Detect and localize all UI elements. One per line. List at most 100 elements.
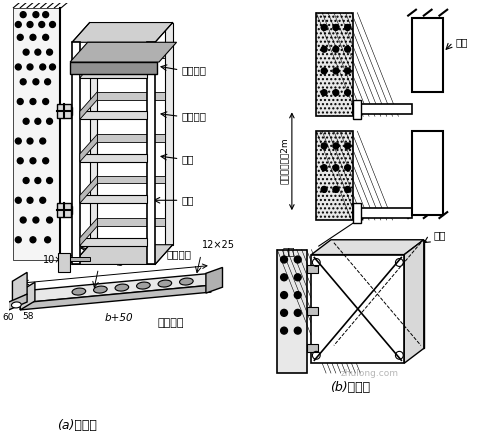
Circle shape: [321, 46, 327, 52]
Bar: [70, 62, 157, 74]
Circle shape: [43, 158, 49, 164]
Text: 槽锂: 槽锂: [455, 37, 467, 47]
Bar: [307, 307, 318, 315]
Polygon shape: [98, 218, 165, 226]
Circle shape: [33, 217, 39, 223]
Polygon shape: [404, 240, 424, 363]
Text: 12×25: 12×25: [202, 240, 235, 250]
Circle shape: [333, 24, 339, 31]
Polygon shape: [20, 285, 211, 310]
Bar: [62, 257, 77, 262]
Circle shape: [345, 165, 351, 170]
Bar: [353, 104, 412, 115]
Bar: [80, 154, 147, 162]
Text: 槽锂: 槽锂: [433, 230, 446, 240]
Circle shape: [35, 49, 41, 55]
Bar: [80, 70, 147, 78]
Polygon shape: [80, 91, 98, 119]
Circle shape: [27, 64, 33, 70]
Text: b+50: b+50: [105, 313, 133, 323]
Polygon shape: [98, 91, 165, 99]
Circle shape: [17, 99, 23, 104]
Ellipse shape: [72, 288, 86, 295]
Circle shape: [333, 186, 339, 192]
Circle shape: [294, 256, 301, 263]
Circle shape: [281, 309, 287, 316]
Ellipse shape: [158, 280, 172, 287]
Polygon shape: [206, 267, 222, 293]
Circle shape: [321, 186, 327, 192]
Circle shape: [20, 217, 26, 223]
Circle shape: [15, 64, 21, 70]
Circle shape: [23, 49, 29, 55]
Circle shape: [321, 24, 327, 31]
Circle shape: [30, 34, 36, 40]
Circle shape: [45, 237, 51, 243]
Circle shape: [39, 22, 45, 28]
Polygon shape: [12, 272, 27, 303]
Circle shape: [321, 165, 327, 170]
Circle shape: [30, 237, 36, 243]
Text: 膨胀螺栓: 膨胀螺栓: [167, 250, 192, 260]
Circle shape: [321, 90, 327, 95]
Circle shape: [47, 118, 52, 124]
Bar: [412, 131, 443, 215]
Circle shape: [30, 99, 36, 104]
Circle shape: [43, 12, 49, 18]
Circle shape: [23, 118, 29, 124]
Circle shape: [43, 99, 49, 104]
Bar: [277, 250, 307, 373]
Text: 连接螺栓: 连接螺栓: [181, 111, 207, 121]
Circle shape: [50, 64, 55, 70]
Circle shape: [40, 64, 46, 70]
Text: 桥架: 桥架: [181, 154, 194, 164]
Circle shape: [345, 143, 351, 149]
Bar: [353, 208, 412, 218]
Polygon shape: [80, 218, 98, 246]
Polygon shape: [80, 50, 98, 78]
Ellipse shape: [179, 278, 193, 285]
Polygon shape: [6, 294, 27, 311]
Polygon shape: [98, 134, 165, 142]
Text: 固定间距小于2m: 固定间距小于2m: [280, 138, 289, 184]
Circle shape: [30, 158, 36, 164]
Circle shape: [294, 292, 301, 298]
Text: 58: 58: [22, 312, 34, 321]
Circle shape: [333, 46, 339, 52]
Circle shape: [20, 79, 26, 85]
Polygon shape: [165, 23, 173, 245]
Circle shape: [321, 143, 327, 149]
Text: 托臂: 托臂: [181, 195, 194, 205]
Bar: [60, 107, 72, 115]
Circle shape: [294, 274, 301, 281]
Bar: [58, 253, 70, 272]
Polygon shape: [20, 282, 35, 310]
Bar: [147, 42, 155, 265]
Text: 固定压板: 固定压板: [181, 65, 207, 75]
Polygon shape: [80, 175, 98, 203]
Text: (a)方式一: (a)方式一: [57, 419, 97, 432]
Bar: [312, 254, 404, 363]
Circle shape: [40, 197, 46, 203]
Circle shape: [47, 217, 52, 223]
Circle shape: [40, 138, 46, 144]
Bar: [80, 195, 147, 203]
Circle shape: [294, 327, 301, 334]
Bar: [307, 345, 318, 353]
Text: b: b: [116, 258, 123, 269]
Circle shape: [345, 90, 351, 95]
Circle shape: [345, 46, 351, 52]
Text: 10×20: 10×20: [43, 255, 76, 266]
Circle shape: [15, 197, 21, 203]
Bar: [412, 18, 443, 91]
Circle shape: [333, 90, 339, 95]
Bar: [80, 111, 147, 119]
Circle shape: [43, 34, 49, 40]
Polygon shape: [13, 8, 60, 260]
Circle shape: [35, 118, 41, 124]
Circle shape: [27, 22, 33, 28]
Bar: [353, 99, 361, 119]
Text: 60: 60: [3, 313, 14, 322]
Bar: [72, 42, 80, 265]
Circle shape: [281, 292, 287, 298]
